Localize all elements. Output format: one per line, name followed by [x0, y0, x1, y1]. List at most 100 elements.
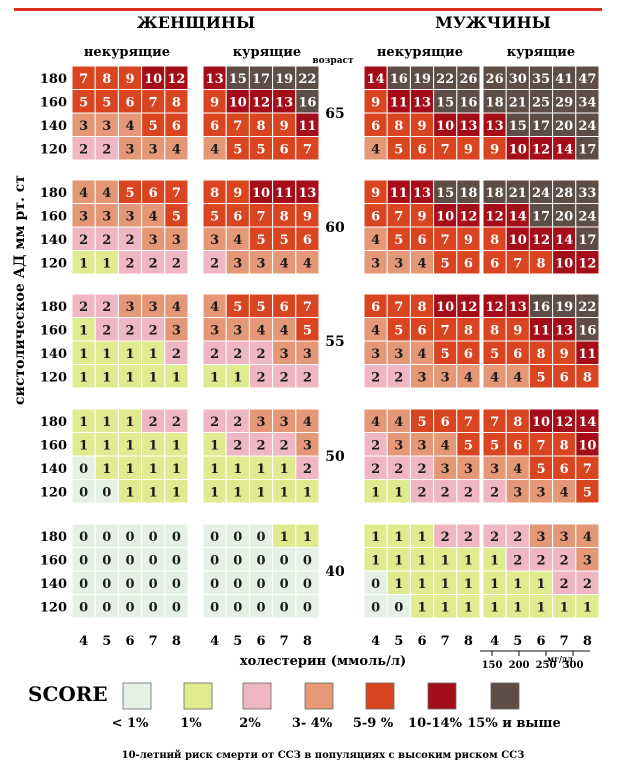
- score-value: 0: [233, 577, 242, 592]
- score-value: 2: [172, 347, 181, 362]
- score-value: 10: [532, 415, 550, 430]
- score-value: 22: [578, 300, 596, 315]
- score-value: 9: [417, 209, 426, 224]
- score-cell: [575, 364, 600, 389]
- score-value: 5: [256, 233, 265, 248]
- score-value: 1: [490, 553, 499, 568]
- score-value: 0: [125, 577, 134, 592]
- score-value: 1: [371, 530, 380, 545]
- score-cell: [456, 136, 481, 161]
- score-value: 1: [583, 600, 592, 615]
- score-value: 3: [441, 370, 450, 385]
- score-value: 4: [102, 186, 111, 201]
- score-value: 2: [280, 438, 289, 453]
- score-value: 4: [371, 323, 380, 338]
- score-value: 5: [233, 300, 242, 315]
- score-value: 2: [536, 553, 545, 568]
- score-value: 1: [371, 485, 380, 500]
- score-value: 3: [125, 300, 134, 315]
- score-value: 4: [210, 142, 219, 157]
- score-value: 1: [125, 485, 134, 500]
- score-value: 4: [560, 485, 569, 500]
- mgdl-label: мг/дл: [547, 654, 573, 664]
- score-value: 5: [172, 209, 181, 224]
- mgdl-tick-label: 150: [482, 660, 503, 671]
- score-value: 15: [436, 186, 454, 201]
- chol-tick-label: 4: [79, 634, 88, 649]
- score-value: 4: [172, 142, 181, 157]
- score-value: 1: [417, 553, 426, 568]
- chol-tick-label: 6: [256, 634, 265, 649]
- chol-tick-label: 7: [149, 634, 158, 649]
- score-value: 10: [509, 142, 527, 157]
- score-value: 8: [172, 95, 181, 110]
- score-value: 0: [79, 485, 88, 500]
- score-value: 9: [125, 72, 134, 87]
- score-value: 3: [210, 323, 219, 338]
- score-value: 35: [532, 72, 550, 87]
- legend-label: 5-9 %: [353, 716, 394, 731]
- score-value: 14: [555, 142, 573, 157]
- score-value: 1: [280, 462, 289, 477]
- score-value: 3: [513, 485, 522, 500]
- score-value: 12: [578, 256, 596, 271]
- chol-tick-label: 8: [583, 634, 592, 649]
- score-value: 2: [125, 233, 134, 248]
- score-value: 1: [490, 600, 499, 615]
- score-value: 8: [536, 256, 545, 271]
- score-value: 3: [172, 233, 181, 248]
- score-value: 17: [578, 233, 596, 248]
- score-value: 4: [233, 233, 242, 248]
- bp-tick-label: 140: [40, 347, 67, 362]
- score-value: 0: [233, 530, 242, 545]
- score-value: 3: [536, 530, 545, 545]
- chol-tick-label: 8: [303, 634, 312, 649]
- score-value: 1: [149, 462, 158, 477]
- score-value: 11: [390, 95, 408, 110]
- score-value: 11: [275, 186, 293, 201]
- score-value: 6: [280, 300, 289, 315]
- score-value: 8: [536, 347, 545, 362]
- score-value: 5: [210, 209, 219, 224]
- score-value: 4: [464, 370, 473, 385]
- score-value: 2: [513, 530, 522, 545]
- score-value: 9: [560, 347, 569, 362]
- score-value: 2: [210, 256, 219, 271]
- score-value: 3: [441, 462, 450, 477]
- score-value: 2: [233, 415, 242, 430]
- score-value: 3: [79, 119, 88, 134]
- score-value: 2: [79, 233, 88, 248]
- chol-tick-label: 7: [560, 634, 569, 649]
- score-value: 7: [172, 186, 181, 201]
- score-value: 16: [532, 300, 550, 315]
- score-value: 1: [233, 485, 242, 500]
- score-value: 8: [490, 233, 499, 248]
- score-cell: [164, 479, 189, 504]
- score-value: 4: [490, 370, 499, 385]
- score-value: 19: [275, 72, 293, 87]
- score-cell: [164, 136, 189, 161]
- legend-swatch-p1014: [427, 682, 457, 710]
- score-value: 14: [555, 233, 573, 248]
- score-value: 0: [102, 553, 111, 568]
- score-value: 3: [210, 233, 219, 248]
- score-value: 0: [125, 530, 134, 545]
- legend-swatch-p59: [365, 682, 395, 710]
- score-value: 12: [486, 209, 504, 224]
- score-value: 13: [206, 72, 224, 87]
- bp-tick-label: 160: [40, 323, 67, 338]
- score-value: 13: [275, 95, 293, 110]
- score-cell: [456, 250, 481, 275]
- score-value: 2: [371, 462, 380, 477]
- score-value: 1: [441, 553, 450, 568]
- score-value: 3: [233, 323, 242, 338]
- score-cell: [164, 594, 189, 619]
- score-value: 1: [125, 462, 134, 477]
- score-value: 1: [394, 530, 403, 545]
- chol-tick-label: 7: [441, 634, 450, 649]
- score-value: 3: [102, 119, 111, 134]
- score-value: 8: [210, 186, 219, 201]
- score-value: 24: [532, 186, 550, 201]
- score-value: 2: [149, 415, 158, 430]
- score-value: 10: [436, 119, 454, 134]
